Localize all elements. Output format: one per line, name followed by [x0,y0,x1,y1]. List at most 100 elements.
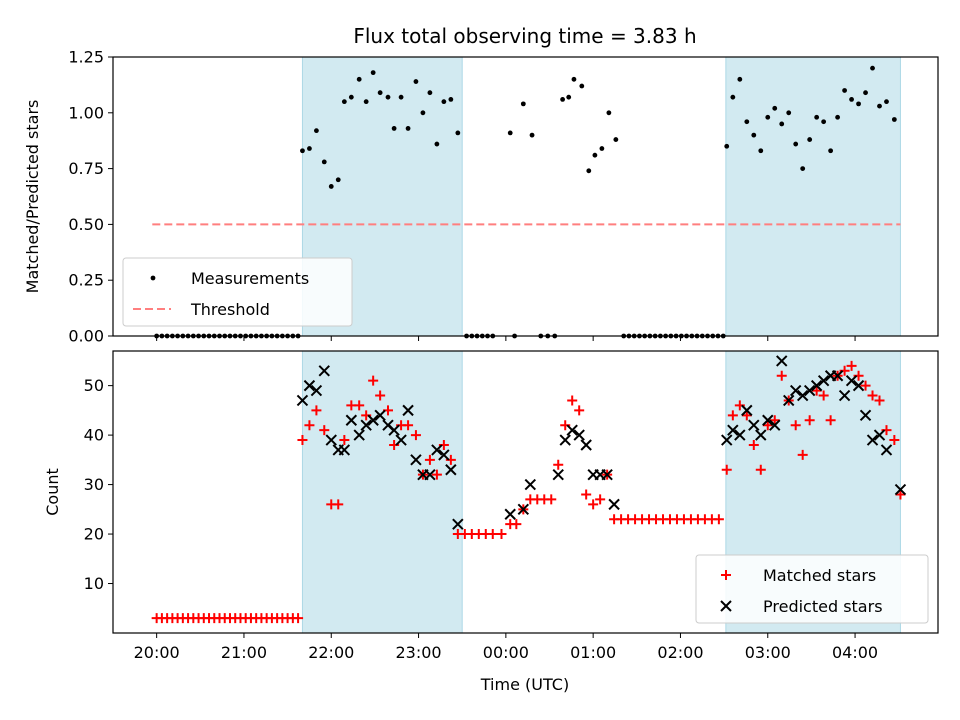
data-point [452,518,464,530]
data-point [828,148,834,154]
top-panel: 0.00 0.25 0.50 0.75 1.00 1.25 Matched/Predicte… [23,48,939,346]
data-point [601,468,613,481]
data-point [448,97,454,102]
data-point [748,440,759,450]
data-point [360,419,372,431]
data-point [877,103,882,109]
data-point [721,464,732,475]
data-point [751,132,757,138]
y-tick-label: 1.25 [68,48,104,67]
data-point [310,384,323,397]
data-point [363,99,369,105]
data-point [744,119,750,125]
data-point [793,141,799,147]
data-point [431,444,443,456]
data-point [566,424,578,436]
data-point [339,435,350,446]
data-point [863,90,868,96]
data-point [385,94,391,100]
data-point [496,529,507,540]
data-point [835,114,841,120]
legend-label: Measurements [191,269,309,288]
data-point [445,464,457,476]
data-point [504,508,516,520]
data-point [567,395,578,406]
data-point [424,454,435,465]
y-tick-label: 10 [84,574,104,593]
data-point [859,409,872,422]
data-point [579,83,585,89]
x-tick-label: 21:00 [221,643,267,662]
data-point [314,128,319,134]
data-point [818,390,829,401]
data-point [790,420,801,431]
data-point [894,483,907,496]
data-point [592,152,598,158]
x-tick-label: 02:00 [657,643,703,662]
data-point [613,137,619,142]
y-axis-label: Matched/Predicted stars [23,100,42,294]
data-point [786,110,792,116]
data-point [403,420,414,431]
data-point [318,365,330,377]
data-point [402,404,414,417]
data-point [328,184,334,189]
data-point [737,76,743,82]
data-point [730,94,736,100]
data-point [559,434,571,446]
data-point [566,94,572,100]
data-point [552,468,564,481]
plot-frame [112,350,939,634]
data-point [810,379,823,392]
y-tick-label: 0.75 [68,159,104,178]
legend-swatch [150,275,156,281]
legend-swatch [720,600,732,612]
data-point [724,143,730,149]
data-point [891,117,897,122]
y-tick-label: 1.00 [68,103,104,122]
data-point [846,360,857,371]
data-point [455,130,461,136]
data-point [367,414,379,426]
data-point [356,76,362,82]
chart-title: Flux total observing time = 3.83 h [353,24,696,48]
data-point [391,126,397,131]
data-point [811,385,822,396]
data-point [599,146,605,151]
shaded-interval [725,56,901,337]
data-point [410,454,422,466]
data-point [370,70,376,76]
legend-box [122,257,353,327]
data-point [487,529,498,540]
data-point [817,374,830,387]
data-point [374,409,386,422]
data-point [321,159,327,165]
data-point [354,400,365,411]
data-point [825,415,836,426]
y-tick-label: 40 [84,426,104,445]
data-point [765,114,771,120]
data-point [319,425,330,436]
data-point [849,97,854,102]
data-point [511,519,522,530]
x-tick-label: 23:00 [396,643,442,662]
data-point [874,395,885,406]
data-point [803,384,816,397]
data-point [870,65,875,71]
data-point [895,489,906,500]
data-point [413,79,419,84]
data-point [838,389,851,402]
data-point [427,90,433,96]
x-tick-label: 03:00 [745,643,791,662]
data-point [293,613,304,624]
data-point [797,449,808,460]
shaded-interval [301,350,463,634]
data-point [395,434,407,446]
data-point [772,105,778,111]
x-axis-label: Time (UTC) [480,675,569,694]
data-point [776,355,788,367]
data-point [348,94,354,100]
data-point [866,434,879,446]
data-point [586,168,592,174]
